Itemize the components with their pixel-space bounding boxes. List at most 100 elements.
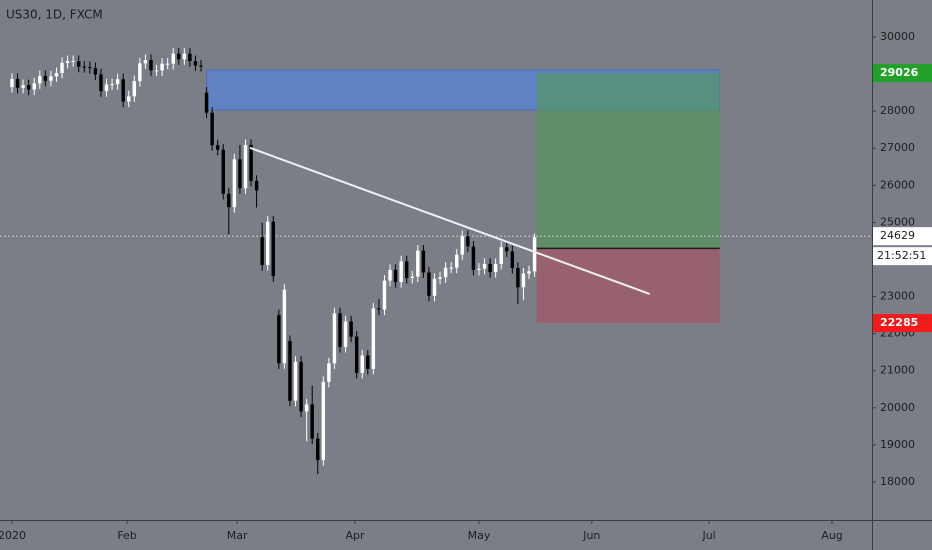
trendline	[249, 146, 650, 295]
candle-body	[32, 83, 36, 90]
candle-body	[38, 75, 42, 84]
x-tick-label: Jun	[582, 529, 600, 542]
candle-body	[232, 159, 237, 208]
candle-body	[215, 145, 220, 150]
x-tick-label: Jul	[701, 529, 715, 542]
candle-body	[165, 63, 170, 65]
candle-body	[132, 81, 137, 97]
y-tick-label: 26000	[880, 178, 915, 191]
candle-body	[427, 272, 431, 296]
candle-body	[65, 61, 70, 63]
y-tick-label: 25000	[880, 215, 915, 228]
last-price-label: 24629	[880, 229, 915, 242]
candle-body	[76, 61, 81, 67]
y-tick-label: 30000	[880, 30, 915, 43]
candle-body	[449, 267, 453, 269]
candle-body	[532, 237, 537, 272]
candle-body	[271, 221, 276, 277]
y-tick-label: 28000	[880, 104, 915, 117]
candle-body	[388, 269, 392, 281]
candle-body	[243, 144, 248, 189]
candle-body	[143, 59, 148, 64]
y-tick-label: 19000	[880, 438, 915, 451]
candle-body	[304, 404, 309, 412]
stop-price-label-box	[873, 314, 932, 333]
candle-body	[188, 53, 192, 62]
candle-body	[349, 321, 353, 337]
stop-price-label: 22285	[880, 316, 918, 329]
candle-body	[93, 68, 98, 75]
countdown-box	[873, 247, 932, 266]
candle-body	[377, 308, 381, 310]
candle-body	[171, 53, 175, 64]
candle-body	[154, 70, 159, 72]
x-tick-label: Mar	[227, 529, 248, 542]
candle-body	[471, 246, 476, 270]
candle-body	[160, 63, 164, 71]
candle-body	[505, 247, 509, 252]
x-tick-label: Aug	[821, 529, 842, 542]
x-tick-label: Feb	[117, 529, 136, 542]
candle-body	[299, 361, 303, 412]
candle-body	[99, 74, 103, 92]
candle-body	[321, 381, 326, 461]
candle-body	[88, 67, 92, 69]
candle-body	[249, 144, 253, 181]
y-tick-label: 18000	[880, 475, 915, 488]
candle-body	[332, 313, 337, 364]
candle-body	[499, 247, 503, 264]
candle-body	[177, 53, 181, 60]
candle-body	[15, 78, 20, 88]
candle-body	[127, 96, 131, 102]
candle-body	[238, 159, 242, 189]
candle-body	[49, 76, 53, 81]
candle-body	[410, 276, 414, 279]
candle-body	[482, 263, 487, 269]
candle-body	[510, 251, 515, 269]
candle-body	[366, 355, 370, 369]
last-price-box	[873, 227, 932, 246]
candle-body	[138, 63, 142, 82]
candle-body	[149, 59, 153, 71]
y-tick-label: 21000	[880, 364, 915, 377]
candle-body	[21, 85, 25, 88]
chart-title: US30, 1D, FXCM	[6, 8, 103, 22]
candle-body	[288, 341, 292, 401]
candle-body	[10, 78, 14, 88]
candle-body	[54, 72, 59, 77]
candle-body	[26, 85, 31, 90]
candle-body	[393, 269, 398, 283]
candle-body	[460, 236, 465, 255]
candle-body	[521, 273, 526, 288]
candle-body	[443, 267, 448, 278]
candle-body	[43, 75, 48, 81]
candle-body	[210, 112, 214, 146]
candle-body	[438, 277, 442, 279]
axes: 1800019000200002100022000230002500026000…	[0, 30, 932, 542]
candle-body	[310, 404, 314, 439]
candle-body	[71, 61, 75, 63]
candle-body	[110, 84, 114, 86]
y-tick-label: 20000	[880, 401, 915, 414]
candle-body	[421, 250, 426, 273]
candle-body	[432, 278, 437, 296]
x-tick-label: May	[468, 529, 491, 542]
y-tick-label: 23000	[880, 290, 915, 303]
target-price-label-box	[873, 64, 932, 83]
candle-body	[277, 315, 281, 364]
candle-body	[199, 65, 203, 67]
candle-body	[115, 79, 120, 85]
candle-body	[266, 221, 270, 266]
candle-body	[527, 271, 531, 274]
candle-body	[327, 363, 331, 382]
candle-body	[316, 438, 320, 461]
candle-body	[466, 236, 470, 247]
candle-body	[343, 321, 348, 347]
candle-body	[360, 355, 364, 373]
candle-body	[204, 92, 209, 113]
candle-body	[82, 66, 86, 68]
x-tick-label: 2020	[0, 529, 26, 542]
candle-body	[221, 149, 225, 194]
